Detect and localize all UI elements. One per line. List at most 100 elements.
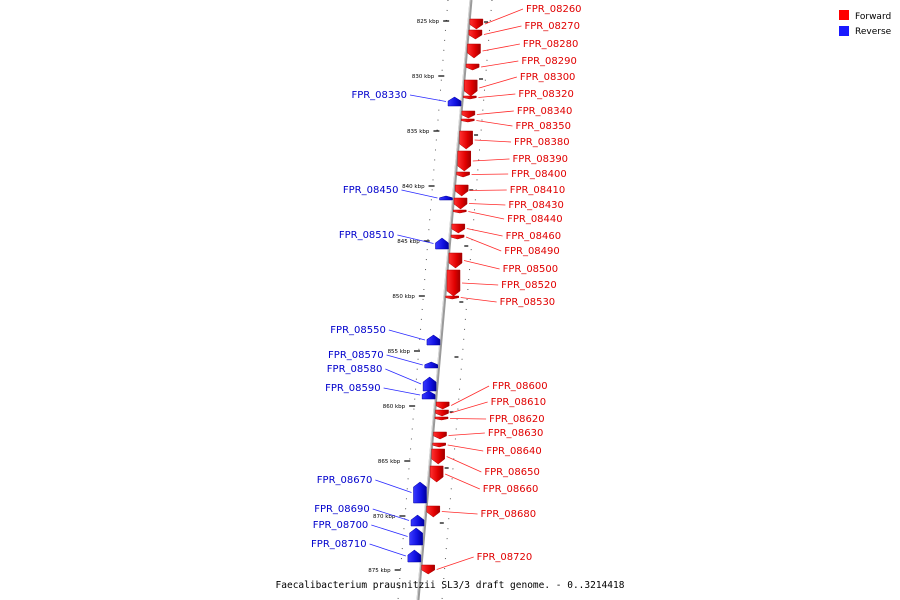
gene-arrow[interactable]	[421, 390, 436, 400]
gene-arrow[interactable]	[426, 334, 441, 346]
gene-label-forward[interactable]: FPR_08660	[483, 484, 539, 495]
gene-label-forward[interactable]: FPR_08280	[523, 39, 579, 50]
gene-label-forward[interactable]: FPR_08680	[481, 509, 537, 520]
gene-arrow[interactable]	[453, 209, 467, 214]
leader-line	[401, 189, 438, 199]
gene-arrow[interactable]	[450, 234, 465, 240]
gene-label-reverse[interactable]: FPR_08690	[314, 504, 370, 515]
gene-label-reverse[interactable]: FPR_08590	[325, 383, 381, 394]
gene-arrow[interactable]	[451, 223, 466, 234]
tick-label: 845 kbp	[397, 239, 420, 245]
gene-arrow[interactable]	[407, 549, 422, 563]
gene-label-forward[interactable]: FPR_08520	[501, 280, 557, 291]
gene-arrow[interactable]	[421, 564, 435, 575]
gene-label-reverse[interactable]: FPR_08570	[328, 350, 384, 361]
gene-label-forward[interactable]: FPR_08400	[511, 169, 567, 180]
gene-arrow[interactable]	[448, 252, 463, 269]
gene-label-forward[interactable]: FPR_08650	[484, 467, 540, 478]
gene-arrow[interactable]	[433, 431, 447, 440]
gene-arrow[interactable]	[422, 376, 437, 392]
leader-line	[447, 444, 484, 452]
leader-line	[450, 385, 490, 406]
label-leader-lines	[369, 8, 524, 570]
gene-label-reverse[interactable]: FPR_08450	[343, 185, 399, 196]
gene-arrow[interactable]	[446, 269, 461, 297]
gene-label-forward[interactable]: FPR_08530	[500, 297, 556, 308]
gene-label-forward[interactable]: FPR_08440	[507, 214, 563, 225]
gene-label-reverse[interactable]: FPR_08580	[327, 364, 383, 375]
leader-line	[469, 203, 506, 206]
leader-line	[441, 511, 478, 515]
gene-arrow[interactable]	[409, 527, 423, 546]
tick-label: 830 kbp	[412, 74, 435, 80]
leader-line	[409, 94, 447, 102]
gene-arrow[interactable]	[463, 95, 477, 100]
gene-label-forward[interactable]: FPR_08260	[526, 4, 582, 15]
gene-arrow[interactable]	[434, 416, 449, 421]
gene-label-forward[interactable]: FPR_08270	[524, 21, 580, 32]
gene-arrow[interactable]	[447, 96, 462, 107]
gene-arrow[interactable]	[459, 130, 473, 150]
tick-label: 865 kbp	[378, 459, 401, 465]
gene-arrow[interactable]	[469, 18, 484, 30]
leader-line	[479, 76, 517, 89]
gene-label-reverse[interactable]: FPR_08510	[339, 230, 395, 241]
gene-arrow[interactable]	[413, 481, 427, 504]
gene-arrow[interactable]	[426, 505, 441, 518]
gene-label-forward[interactable]: FPR_08500	[503, 264, 559, 275]
gene-label-forward[interactable]: FPR_08320	[518, 89, 574, 100]
leader-line	[372, 508, 410, 521]
legend-reverse-swatch	[839, 26, 849, 36]
leader-line	[476, 110, 514, 115]
legend-reverse-label: Reverse	[855, 27, 892, 37]
gene-label-reverse[interactable]: FPR_08710	[311, 539, 367, 550]
gene-label-reverse[interactable]: FPR_08670	[317, 475, 373, 486]
gene-label-forward[interactable]: FPR_08300	[520, 72, 576, 83]
gene-label-forward[interactable]: FPR_08460	[506, 231, 562, 242]
gene-label-reverse[interactable]: FPR_08550	[330, 325, 386, 336]
gene-arrow[interactable]	[468, 29, 483, 40]
gene-label-forward[interactable]: FPR_08390	[513, 154, 569, 165]
gene-arrow[interactable]	[424, 361, 439, 369]
gene-arrow[interactable]	[467, 43, 481, 59]
gene-label-reverse[interactable]: FPR_08700	[313, 520, 369, 531]
leader-line	[385, 368, 422, 385]
gene-label-reverse[interactable]: FPR_08330	[351, 90, 407, 101]
gene-label-forward[interactable]: FPR_08490	[504, 246, 560, 257]
gene-arrow[interactable]	[457, 150, 472, 172]
leader-line	[460, 297, 497, 303]
gene-arrow[interactable]	[429, 465, 444, 483]
gene-label-forward[interactable]: FPR_08410	[510, 185, 566, 196]
gene-arrow[interactable]	[435, 401, 450, 410]
gene-label-forward[interactable]: FPR_08610	[491, 397, 547, 408]
gene-arrow[interactable]	[461, 110, 476, 119]
leader-line	[375, 479, 412, 493]
gene-label-forward[interactable]: FPR_08380	[514, 137, 570, 148]
leader-line	[483, 25, 522, 35]
gene-arrow[interactable]	[432, 442, 446, 448]
gene-arrow[interactable]	[461, 118, 475, 123]
gene-label-forward[interactable]: FPR_08600	[492, 381, 548, 392]
gene-arrow[interactable]	[445, 295, 459, 300]
gene-label-forward[interactable]: FPR_08290	[521, 56, 577, 67]
gene-arrow[interactable]	[454, 184, 469, 197]
gene-arrow[interactable]	[435, 409, 449, 417]
gene-arrow[interactable]	[453, 197, 468, 210]
gene-arrow[interactable]	[456, 171, 470, 178]
gene-label-forward[interactable]: FPR_08640	[486, 446, 542, 457]
gene-arrow[interactable]	[435, 237, 449, 250]
gene-arrow[interactable]	[439, 195, 453, 201]
gene-features	[407, 18, 484, 575]
gene-label-forward[interactable]: FPR_08350	[515, 121, 571, 132]
gene-label-forward[interactable]: FPR_08630	[488, 428, 544, 439]
gene-arrow[interactable]	[465, 63, 480, 71]
gene-arrow[interactable]	[463, 79, 478, 97]
gene-arrow[interactable]	[431, 448, 445, 465]
gene-label-forward[interactable]: FPR_08620	[489, 414, 545, 425]
gene-arrow[interactable]	[410, 514, 425, 527]
gene-label-forward[interactable]: FPR_08430	[508, 200, 564, 211]
gene-label-forward[interactable]: FPR_08720	[477, 552, 533, 563]
gene-label-forward[interactable]: FPR_08340	[517, 106, 573, 117]
leader-line	[466, 228, 503, 237]
